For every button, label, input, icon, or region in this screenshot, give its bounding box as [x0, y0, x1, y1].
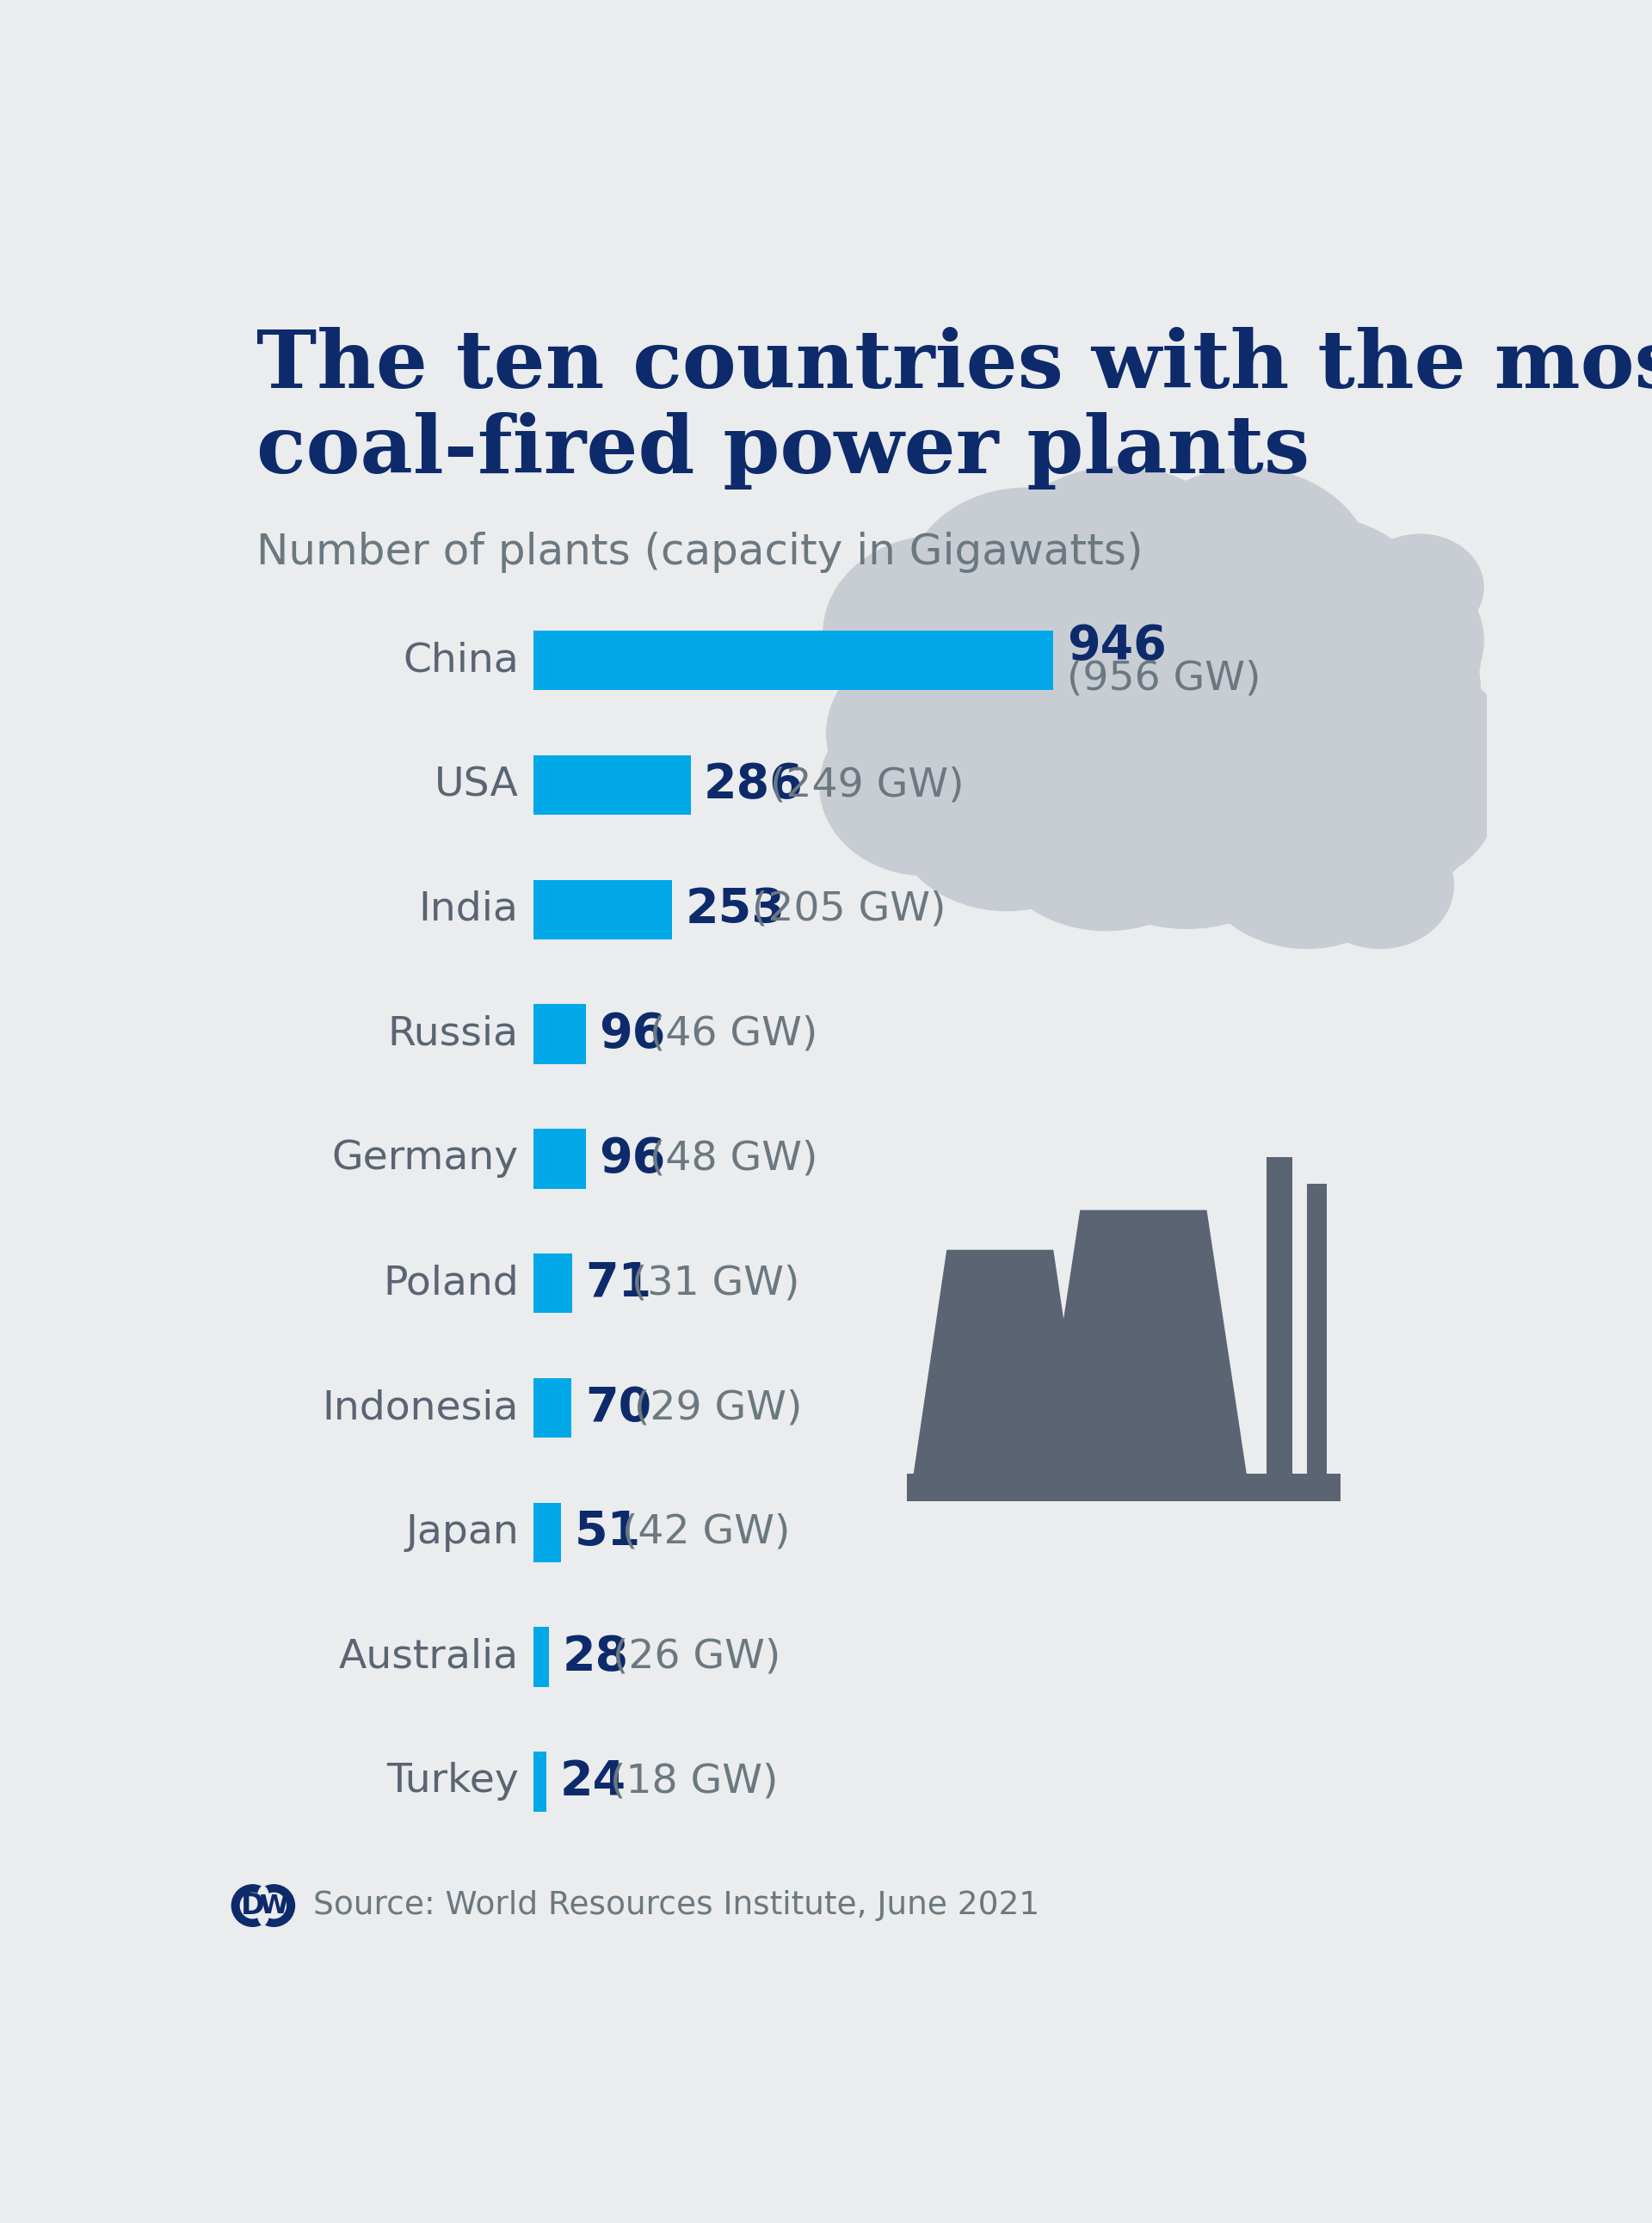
- Ellipse shape: [1186, 682, 1427, 889]
- Text: USA: USA: [434, 765, 519, 805]
- Text: (31 GW): (31 GW): [620, 1265, 800, 1303]
- Ellipse shape: [1254, 767, 1454, 938]
- Ellipse shape: [1330, 774, 1470, 891]
- Text: Poland: Poland: [383, 1265, 519, 1303]
- Ellipse shape: [940, 502, 1206, 725]
- Text: Japan: Japan: [405, 1514, 519, 1552]
- Ellipse shape: [261, 1894, 286, 1918]
- Bar: [534, 1005, 586, 1065]
- Bar: [534, 631, 1054, 691]
- Text: (48 GW): (48 GW): [636, 1140, 818, 1178]
- Ellipse shape: [256, 1887, 269, 1925]
- Bar: [534, 756, 691, 816]
- Ellipse shape: [1320, 642, 1454, 758]
- Bar: [1267, 1156, 1292, 1476]
- Ellipse shape: [819, 696, 1034, 876]
- Text: China: China: [403, 640, 519, 680]
- Text: 28: 28: [562, 1634, 628, 1681]
- Text: 71: 71: [585, 1260, 653, 1307]
- Text: 253: 253: [686, 887, 785, 934]
- Ellipse shape: [1189, 516, 1437, 725]
- Text: Source: World Resources Institute, June 2021: Source: World Resources Institute, June …: [314, 1890, 1039, 1921]
- Ellipse shape: [1307, 823, 1454, 949]
- Text: (249 GW): (249 GW): [757, 765, 965, 805]
- Ellipse shape: [1251, 654, 1470, 838]
- Bar: [534, 1254, 572, 1314]
- Ellipse shape: [1356, 534, 1483, 640]
- Ellipse shape: [940, 580, 1274, 858]
- Ellipse shape: [1067, 485, 1346, 716]
- Ellipse shape: [1041, 580, 1346, 831]
- Bar: [534, 880, 672, 940]
- Text: (46 GW): (46 GW): [636, 1016, 818, 1054]
- Bar: [1307, 1183, 1327, 1476]
- Ellipse shape: [1313, 722, 1447, 836]
- Ellipse shape: [1203, 589, 1450, 798]
- Ellipse shape: [993, 507, 1313, 774]
- Ellipse shape: [1120, 469, 1373, 680]
- Text: India: India: [420, 889, 519, 929]
- Ellipse shape: [900, 551, 1180, 782]
- Ellipse shape: [907, 489, 1146, 687]
- Ellipse shape: [1054, 709, 1320, 929]
- Ellipse shape: [1277, 554, 1483, 727]
- Bar: [534, 1129, 586, 1189]
- Ellipse shape: [231, 1885, 273, 1927]
- Bar: [534, 1627, 548, 1687]
- Ellipse shape: [826, 638, 1054, 827]
- Text: Germany: Germany: [332, 1140, 519, 1178]
- Text: (26 GW): (26 GW): [600, 1638, 780, 1676]
- Text: 70: 70: [585, 1385, 651, 1432]
- Ellipse shape: [253, 1885, 294, 1927]
- Text: 946: 946: [1067, 622, 1166, 669]
- Polygon shape: [1041, 1209, 1247, 1476]
- Text: (205 GW): (205 GW): [738, 889, 947, 929]
- Ellipse shape: [1193, 756, 1421, 949]
- Text: 51: 51: [575, 1509, 641, 1556]
- Text: Indonesia: Indonesia: [322, 1389, 519, 1427]
- Ellipse shape: [1133, 714, 1386, 925]
- Text: D: D: [241, 1892, 264, 1921]
- Ellipse shape: [823, 536, 1057, 731]
- Ellipse shape: [990, 467, 1251, 682]
- Ellipse shape: [1120, 540, 1401, 780]
- Text: Australia: Australia: [339, 1638, 519, 1676]
- Bar: [534, 1378, 572, 1438]
- Text: Turkey: Turkey: [387, 1763, 519, 1801]
- Ellipse shape: [846, 580, 1100, 794]
- Bar: [907, 1474, 1340, 1501]
- Ellipse shape: [983, 720, 1231, 931]
- Ellipse shape: [1127, 627, 1393, 851]
- Ellipse shape: [890, 714, 1123, 911]
- Text: 286: 286: [704, 762, 803, 809]
- Text: Russia: Russia: [388, 1016, 519, 1054]
- Ellipse shape: [861, 634, 1153, 871]
- Text: 96: 96: [600, 1011, 666, 1058]
- Ellipse shape: [1267, 596, 1480, 776]
- Text: (18 GW): (18 GW): [596, 1763, 778, 1801]
- Ellipse shape: [1307, 662, 1507, 831]
- Text: coal-fired power plants: coal-fired power plants: [256, 411, 1310, 489]
- Bar: [534, 1752, 547, 1812]
- Text: (29 GW): (29 GW): [621, 1389, 803, 1427]
- Text: 24: 24: [560, 1758, 626, 1805]
- Text: 96: 96: [600, 1136, 666, 1183]
- Text: (956 GW): (956 GW): [1067, 660, 1260, 698]
- Polygon shape: [914, 1249, 1087, 1476]
- Ellipse shape: [1330, 567, 1457, 676]
- Ellipse shape: [1336, 680, 1477, 800]
- Text: (42 GW): (42 GW): [610, 1514, 790, 1552]
- Bar: [534, 1503, 562, 1563]
- Text: The ten countries with the most: The ten countries with the most: [256, 327, 1652, 405]
- Text: W: W: [259, 1894, 289, 1918]
- Ellipse shape: [1346, 602, 1480, 718]
- Ellipse shape: [1290, 714, 1497, 885]
- Text: Number of plants (capacity in Gigawatts): Number of plants (capacity in Gigawatts): [256, 531, 1143, 574]
- Ellipse shape: [241, 1894, 264, 1918]
